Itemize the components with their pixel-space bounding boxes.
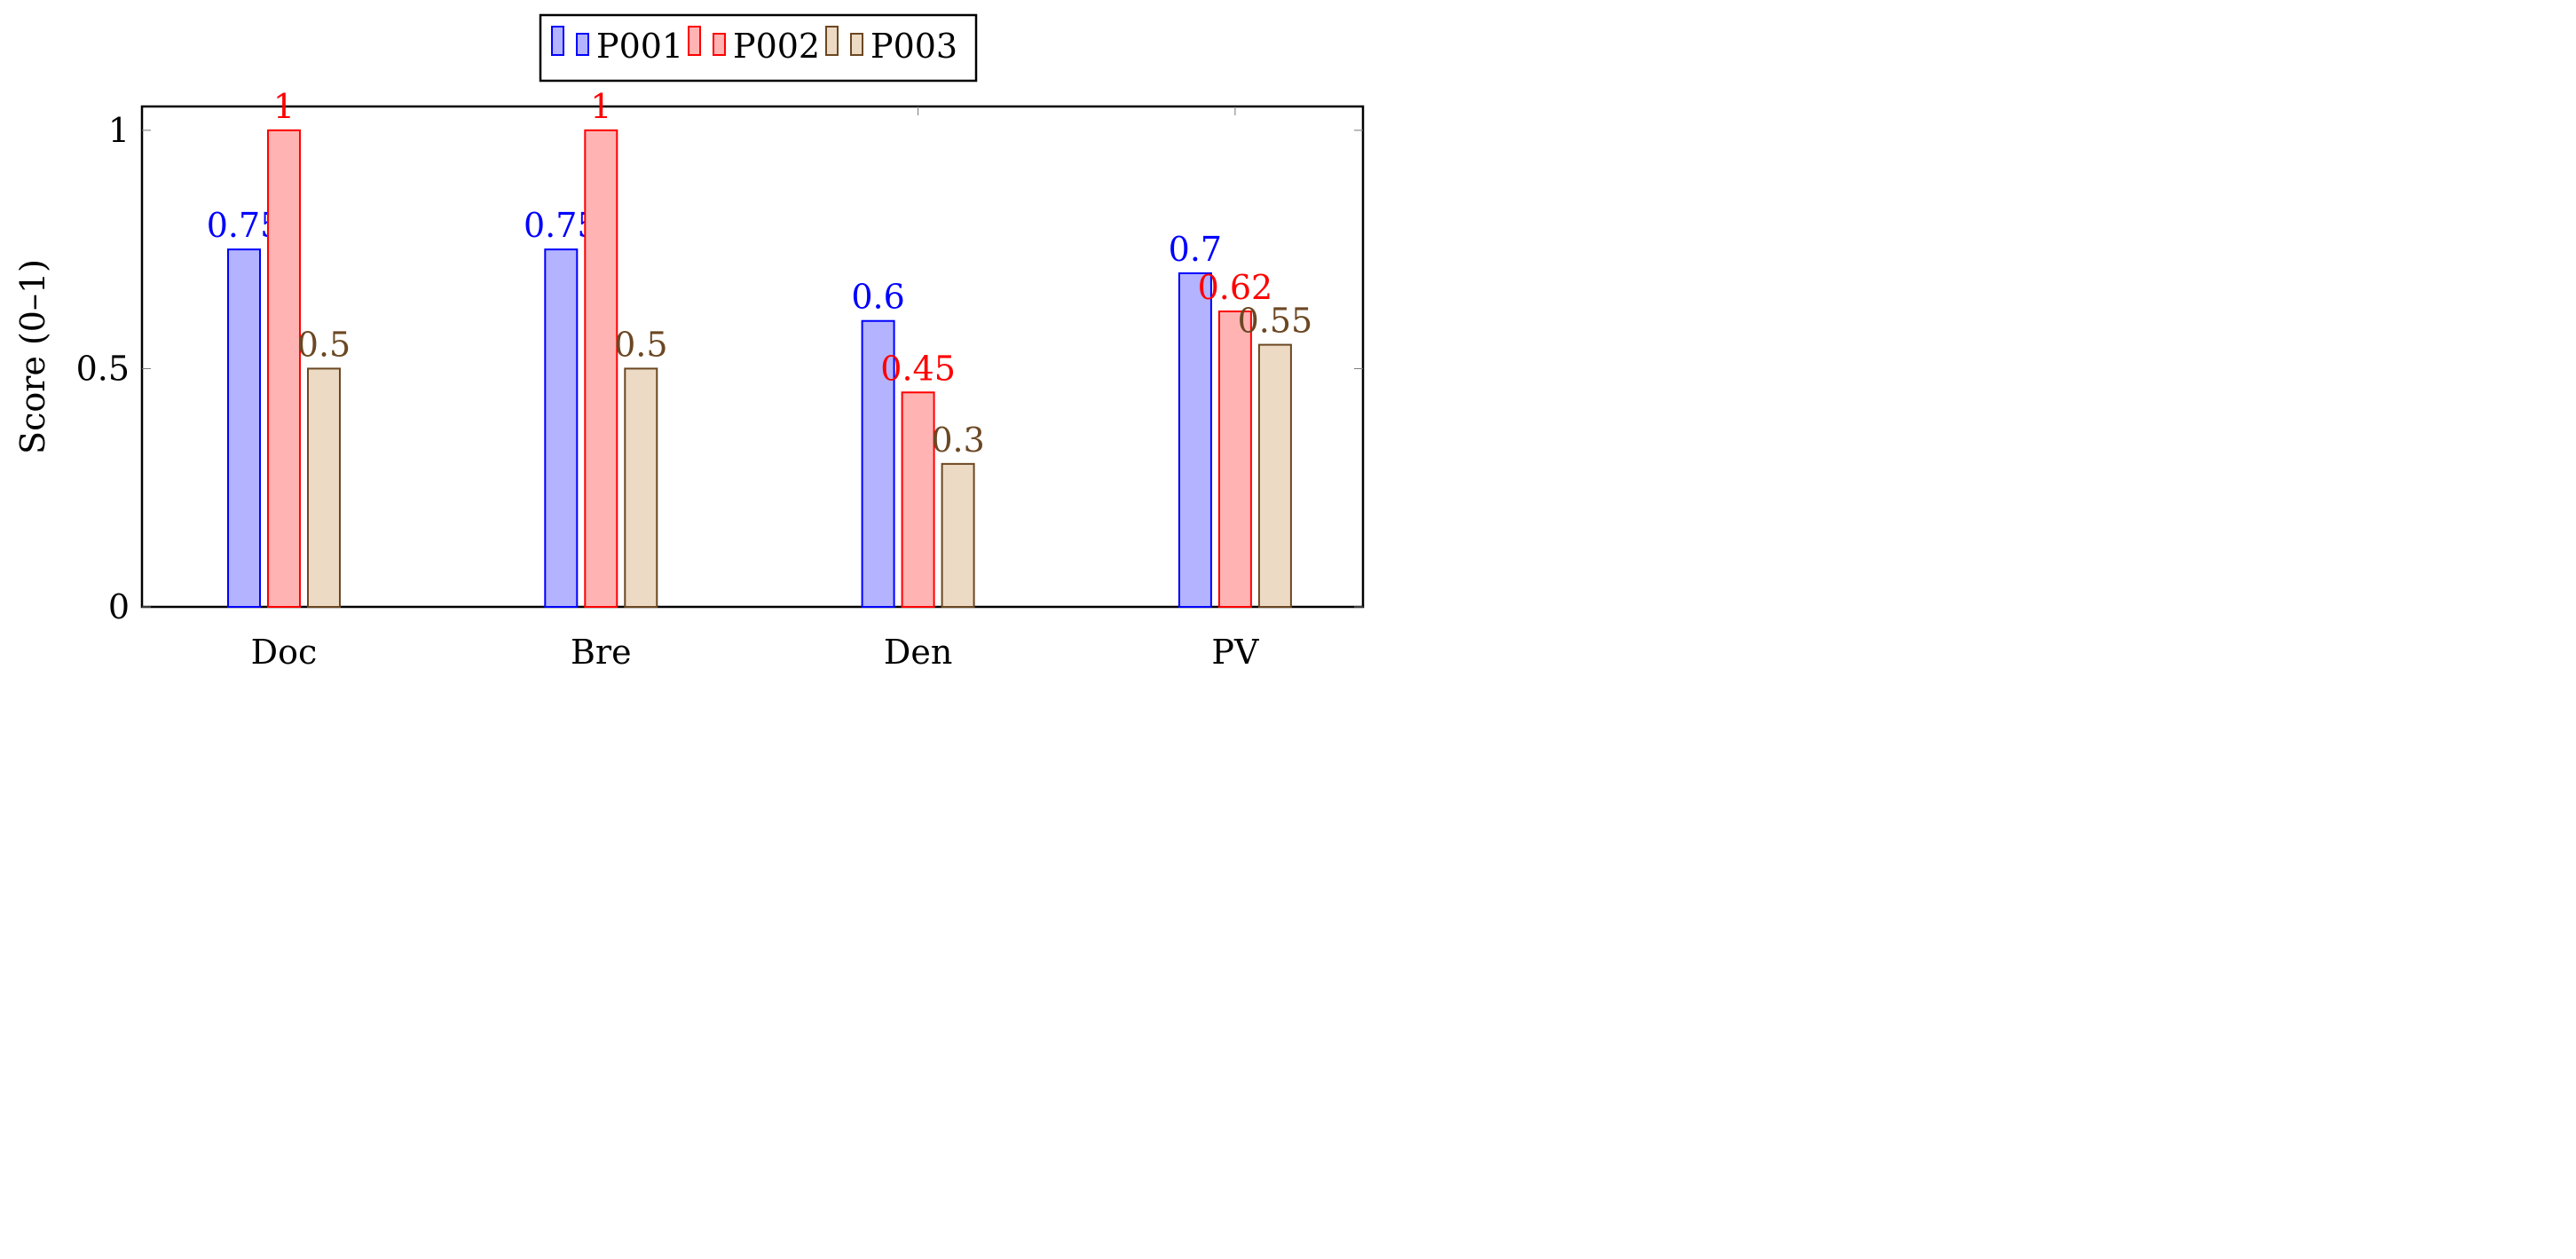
bar-p001	[861, 319, 895, 608]
plot-frame	[140, 105, 1365, 609]
legend-label: P001	[596, 27, 683, 66]
data-label: 0.6	[851, 278, 904, 317]
x-tick-label: Den	[884, 633, 952, 672]
data-label: 0.5	[614, 325, 667, 364]
data-label: 0.55	[1238, 302, 1313, 341]
data-label: 0.7	[1169, 230, 1222, 269]
y-tick-label: 0	[108, 587, 130, 626]
legend-swatch	[688, 26, 701, 56]
data-label: 1	[273, 87, 295, 126]
y-axis-label: Score (0–1)	[13, 259, 52, 454]
x-tick-label: PV	[1211, 633, 1259, 672]
y-tick-label: 0.5	[76, 349, 130, 388]
bar-p001	[544, 248, 579, 608]
bar-p002	[267, 129, 301, 609]
bar-p003	[307, 367, 341, 608]
data-label: 0.62	[1198, 268, 1273, 307]
x-tick-label: Bre	[571, 633, 632, 672]
legend-swatch-small	[713, 33, 726, 56]
data-label: 0.45	[880, 349, 956, 388]
bar-p003	[1257, 343, 1292, 608]
bar-p003	[941, 462, 975, 608]
bar-p001	[227, 248, 261, 608]
legend-swatch	[825, 26, 839, 56]
bar-p002	[901, 391, 935, 608]
bar-p002	[584, 129, 618, 609]
legend-box	[539, 13, 978, 83]
legend: P001 P002 P003	[539, 13, 978, 83]
data-label: 0.3	[931, 421, 984, 460]
legend-swatch	[551, 26, 564, 56]
legend-label: P002	[733, 27, 820, 66]
bar-p002	[1217, 310, 1252, 608]
data-label: 0.5	[297, 325, 351, 364]
bar-p003	[624, 367, 658, 608]
legend-label: P003	[870, 27, 957, 66]
bar-p001	[1178, 272, 1212, 608]
plot-area: 00.51Doc0.7510.5Bre0.7510.5Den0.60.450.3…	[76, 87, 1365, 672]
x-tick-label: Doc	[251, 633, 318, 672]
bar-chart: P001 P002 P003 Score (0–1) 00.51Doc0.7510.…	[13, 13, 1365, 672]
legend-swatch-small	[576, 33, 589, 56]
legend-swatch-small	[850, 33, 863, 56]
data-label: 1	[590, 87, 611, 126]
y-tick-label: 1	[108, 111, 130, 150]
